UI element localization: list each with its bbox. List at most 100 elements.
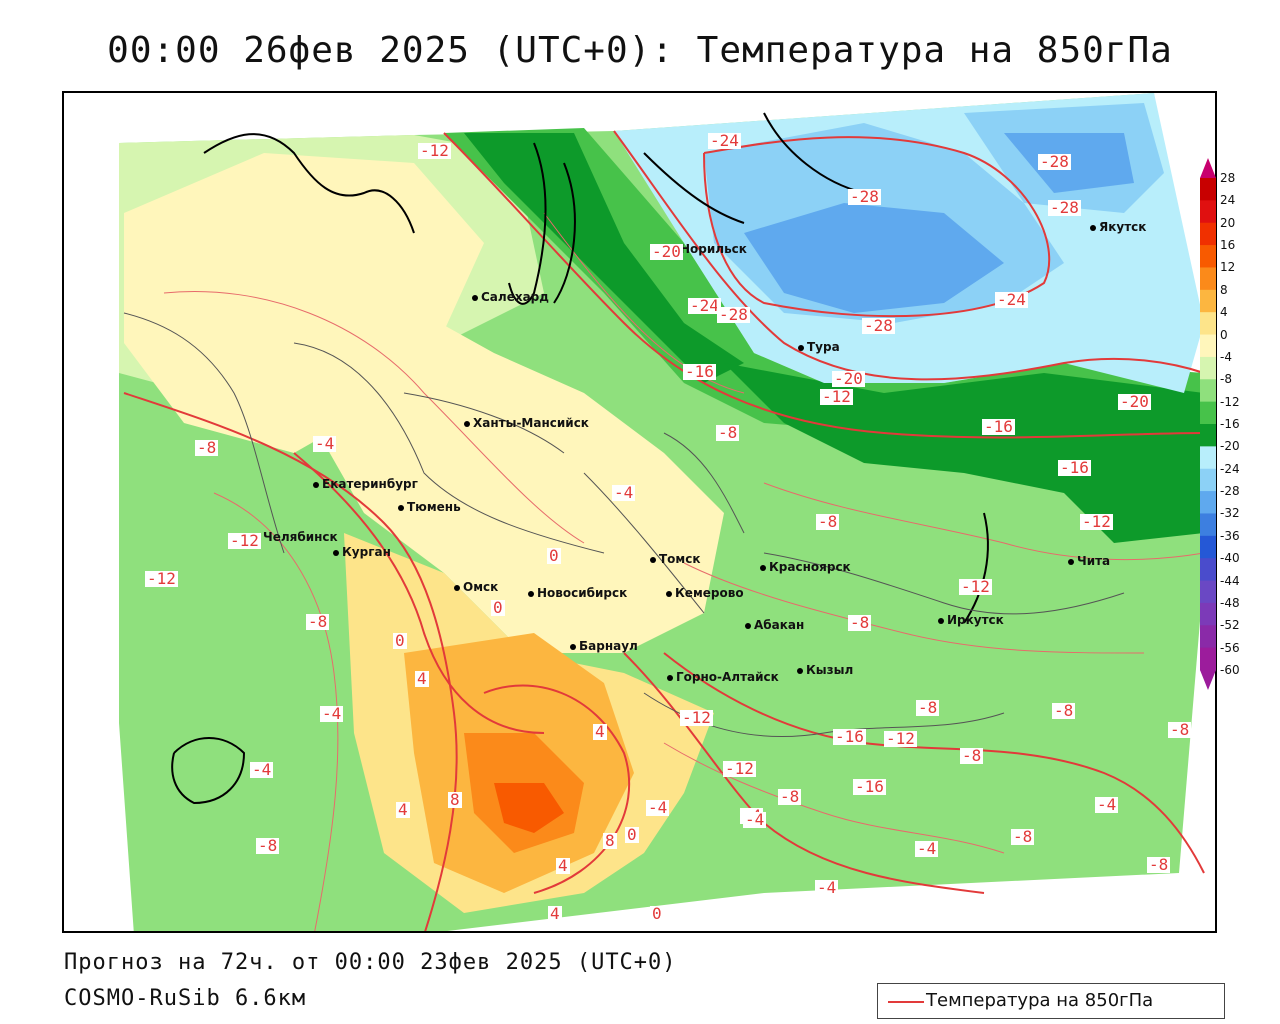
colorbar-swatch — [1200, 356, 1216, 380]
contour-label: -28 — [1038, 152, 1071, 171]
colorbar-tick-label: -60 — [1220, 663, 1240, 677]
colorbar-swatch — [1200, 334, 1216, 358]
city-yakutsk: Якутск — [1090, 220, 1146, 234]
contour-label: 4 — [396, 800, 410, 819]
legend: Температура на 850гПа — [877, 983, 1225, 1019]
contour-label: -8 — [1011, 827, 1035, 846]
contour-label: -4 — [250, 760, 274, 779]
colorbar-swatch — [1200, 558, 1216, 582]
contour-label: 0 — [625, 825, 639, 844]
contour-label: -4 — [612, 483, 636, 502]
legend-line-swatch — [888, 1001, 924, 1003]
colorbar-swatch — [1200, 602, 1216, 626]
city-kemerovo: Кемерово — [666, 586, 744, 600]
contour-label: -12 — [418, 141, 451, 160]
colorbar-swatch — [1200, 580, 1216, 604]
contour-label: -8 — [256, 836, 280, 855]
colorbar-tick-label: 16 — [1220, 238, 1236, 253]
city-chelyabinsk: Челябинск — [254, 530, 338, 544]
city-kyzyl: Кызыл — [797, 663, 853, 677]
contour-label: -4 — [815, 878, 839, 897]
city-tyumen: Тюмень — [398, 500, 461, 514]
colorbar-tick-label: -56 — [1220, 640, 1240, 655]
contour-label: 4 — [415, 669, 429, 688]
city-tura: Тура — [798, 340, 840, 354]
contour-label: -20 — [1118, 392, 1151, 411]
city-salekhard: Салехард — [472, 290, 549, 304]
contour-label: -28 — [717, 305, 750, 324]
contour-label: 4 — [556, 856, 570, 875]
colorbar-swatch — [1200, 267, 1216, 291]
colorbar-tick-label: -44 — [1220, 573, 1240, 588]
contour-label: -8 — [1147, 855, 1171, 874]
map-panel — [62, 91, 1217, 933]
contour-label: 4 — [548, 904, 562, 923]
colorbar-swatch — [1200, 178, 1216, 201]
colorbar-swatch — [1200, 468, 1216, 492]
colorbar-tick-label: -8 — [1220, 372, 1232, 387]
contour-label: -28 — [1048, 198, 1081, 217]
colorbar-tick-label: 24 — [1220, 193, 1236, 208]
contour-label: 0 — [650, 904, 664, 923]
city-khanty-mansiysk: Ханты-Мансийск — [464, 416, 589, 430]
model-name: COSMO-RuSib 6.6км — [64, 986, 307, 1011]
contour-label: -20 — [650, 242, 683, 261]
contour-label: -8 — [960, 746, 984, 765]
colorbar — [1200, 158, 1216, 690]
contour-label: -16 — [683, 362, 716, 381]
city-abakan: Абакан — [745, 618, 804, 632]
colorbar-tick-label: 28 — [1220, 171, 1236, 185]
map-title: 00:00 26фев 2025 (UTC+0): Температура на… — [107, 30, 1173, 71]
colorbar-tick-label: -16 — [1220, 417, 1240, 431]
contour-label: -4 — [313, 434, 337, 453]
city-irkutsk: Иркутск — [938, 613, 1004, 627]
contour-label: -28 — [862, 316, 895, 335]
city-gorno-altaysk: Горно-Алтайск — [667, 670, 779, 684]
colorbar-swatch — [1200, 513, 1216, 537]
colorbar-tick-label: -28 — [1220, 484, 1240, 499]
colorbar-tick-label: -52 — [1220, 618, 1240, 633]
city-omsk: Омск — [454, 580, 498, 594]
contour-label: -24 — [995, 290, 1028, 309]
contour-label: -16 — [982, 417, 1015, 436]
colorbar-swatch — [1200, 491, 1216, 514]
forecast-info: Прогноз на 72ч. от 00:00 23фев 2025 (UTC… — [64, 950, 677, 975]
contour-label: -8 — [1052, 701, 1076, 720]
colorbar-swatch — [1200, 312, 1216, 336]
contour-label: -16 — [853, 777, 886, 796]
contour-label: -8 — [816, 512, 840, 531]
colorbar-tick-label: -4 — [1220, 349, 1232, 364]
contour-label: 0 — [547, 546, 561, 565]
contour-label: 4 — [593, 722, 607, 741]
contour-label: -12 — [820, 387, 853, 406]
colorbar-tick-label: 8 — [1220, 282, 1228, 297]
colorbar-top-arrow — [1200, 158, 1216, 178]
contour-label: -16 — [833, 727, 866, 746]
contour-label: -12 — [145, 569, 178, 588]
city-chita: Чита — [1068, 554, 1110, 568]
contour-label: -28 — [848, 187, 881, 206]
contour-label: -4 — [915, 839, 939, 858]
colorbar-tick-label: -12 — [1220, 394, 1240, 409]
colorbar-swatch — [1200, 222, 1216, 246]
temperature-field — [119, 93, 1205, 931]
colorbar-tick-label: 4 — [1220, 305, 1228, 320]
colorbar-tick-label: -24 — [1220, 461, 1240, 476]
contour-label: -12 — [680, 708, 713, 727]
contour-label: -20 — [832, 369, 865, 388]
contour-label: -12 — [959, 577, 992, 596]
colorbar-tick-label: 20 — [1220, 215, 1236, 230]
contour-label: -8 — [916, 698, 940, 717]
contour-label: -8 — [306, 612, 330, 631]
legend-label: Температура на 850гПа — [926, 990, 1154, 1011]
colorbar-swatch — [1200, 424, 1216, 447]
contour-label: -8 — [195, 438, 219, 457]
colorbar-tick-label: -36 — [1220, 528, 1240, 543]
contour-label: -4 — [646, 798, 670, 817]
contour-label: -4 — [743, 810, 767, 829]
contour-label: -4 — [320, 704, 344, 723]
contour-label: -8 — [848, 613, 872, 632]
colorbar-tick-label: -20 — [1220, 439, 1240, 454]
colorbar-bottom-arrow — [1200, 670, 1216, 690]
contour-label: -16 — [1058, 458, 1091, 477]
